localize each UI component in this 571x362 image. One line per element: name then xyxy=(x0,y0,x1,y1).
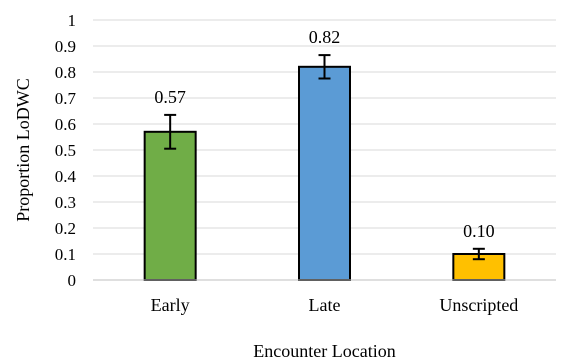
y-tick-label: 0.8 xyxy=(55,63,76,82)
error-bar-late xyxy=(318,54,331,80)
y-axis-ticks: 0 0.1 0.2 0.3 0.4 0.5 0.6 0.7 0.8 0.9 1 xyxy=(55,11,77,290)
x-axis-title: Encounter Location xyxy=(253,341,395,361)
error-bar-early xyxy=(164,113,177,150)
x-category-label: Early xyxy=(151,295,190,315)
data-label-early: 0.57 xyxy=(154,87,186,107)
error-bar-unscripted xyxy=(472,247,485,261)
data-label-unscripted: 0.10 xyxy=(463,221,495,241)
error-bars xyxy=(164,54,485,261)
y-tick-label: 1 xyxy=(68,11,77,30)
y-tick-label: 0.9 xyxy=(55,37,76,56)
y-tick-label: 0.1 xyxy=(55,245,76,264)
y-tick-label: 0.2 xyxy=(55,219,76,238)
x-category-label: Unscripted xyxy=(439,295,518,315)
y-tick-label: 0.6 xyxy=(55,115,76,134)
x-axis-categories: Early Late Unscripted xyxy=(151,295,519,315)
y-axis-title: Proportion LoDWC xyxy=(13,78,33,222)
y-tick-label: 0 xyxy=(68,271,77,290)
y-tick-label: 0.5 xyxy=(55,141,76,160)
y-tick-label: 0.7 xyxy=(55,89,77,108)
bar-early xyxy=(143,130,197,281)
data-label-late: 0.82 xyxy=(309,27,341,47)
x-category-label: Late xyxy=(309,295,341,315)
data-labels: 0.57 0.82 0.10 xyxy=(154,27,494,241)
bar-late xyxy=(298,65,351,281)
bars xyxy=(143,65,506,281)
y-tick-label: 0.3 xyxy=(55,193,76,212)
y-tick-label: 0.4 xyxy=(55,167,77,186)
